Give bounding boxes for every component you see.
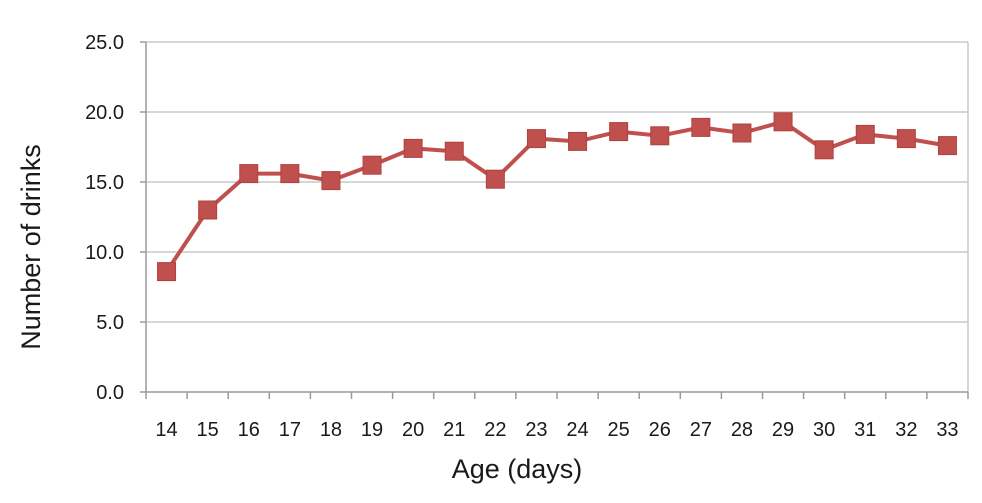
x-tick-label: 20 xyxy=(402,419,424,441)
data-point-marker xyxy=(198,200,218,220)
x-tick-label: 21 xyxy=(443,419,465,441)
y-tick-label: 0.0 xyxy=(96,382,124,404)
y-tick-label: 15.0 xyxy=(85,172,124,194)
x-tick-label: 29 xyxy=(772,419,794,441)
data-point-marker xyxy=(526,129,546,149)
data-point-marker xyxy=(691,117,711,137)
data-point-marker xyxy=(444,141,464,161)
y-tick-label: 5.0 xyxy=(96,312,124,334)
data-point-marker xyxy=(650,126,670,146)
data-point-marker xyxy=(855,124,875,144)
x-tick-label: 19 xyxy=(361,419,383,441)
data-point-marker xyxy=(773,112,793,132)
x-tick-label: 22 xyxy=(484,419,506,441)
data-markers xyxy=(157,112,957,282)
x-tick-label: 33 xyxy=(936,419,958,441)
x-tick-label: 30 xyxy=(813,419,835,441)
data-point-marker xyxy=(937,136,957,156)
data-point-marker xyxy=(485,169,505,189)
data-point-marker xyxy=(732,123,752,143)
y-tick-label: 25.0 xyxy=(85,32,124,54)
x-tick-label: 15 xyxy=(197,419,219,441)
x-tick-label: 32 xyxy=(895,419,917,441)
data-point-marker xyxy=(280,164,300,184)
x-tick-label: 24 xyxy=(566,419,588,441)
x-tick-label: 28 xyxy=(731,419,753,441)
x-tick-label: 16 xyxy=(238,419,260,441)
x-tick-label: 25 xyxy=(608,419,630,441)
axes xyxy=(140,41,969,399)
x-tick-label: 18 xyxy=(320,419,342,441)
data-point-marker xyxy=(609,122,629,142)
data-point-marker xyxy=(403,138,423,158)
y-tick-labels: 0.0 5.0 10.0 15.0 20.0 25.0 xyxy=(85,32,124,404)
data-point-marker xyxy=(896,129,916,149)
data-point-marker xyxy=(568,131,588,151)
x-tick-label: 23 xyxy=(525,419,547,441)
gridlines xyxy=(146,41,969,392)
x-tick-label: 14 xyxy=(155,419,177,441)
x-axis-title: Age (days) xyxy=(452,454,583,484)
y-axis-title: Number of drinks xyxy=(16,144,46,350)
x-tick-labels: 14 15 16 17 18 19 20 21 22 23 24 25 26 27 28 29 30 31 32 33 xyxy=(155,419,958,441)
y-tick-label: 20.0 xyxy=(85,102,124,124)
data-point-marker xyxy=(239,164,259,184)
y-tick-label: 10.0 xyxy=(85,242,124,264)
data-point-marker xyxy=(814,140,834,160)
x-tick-label: 17 xyxy=(279,419,301,441)
x-tick-label: 27 xyxy=(690,419,712,441)
x-tick-label: 26 xyxy=(649,419,671,441)
data-point-marker xyxy=(157,262,177,282)
x-tick-label: 31 xyxy=(854,419,876,441)
data-point-marker xyxy=(321,171,341,191)
data-point-marker xyxy=(362,155,382,175)
